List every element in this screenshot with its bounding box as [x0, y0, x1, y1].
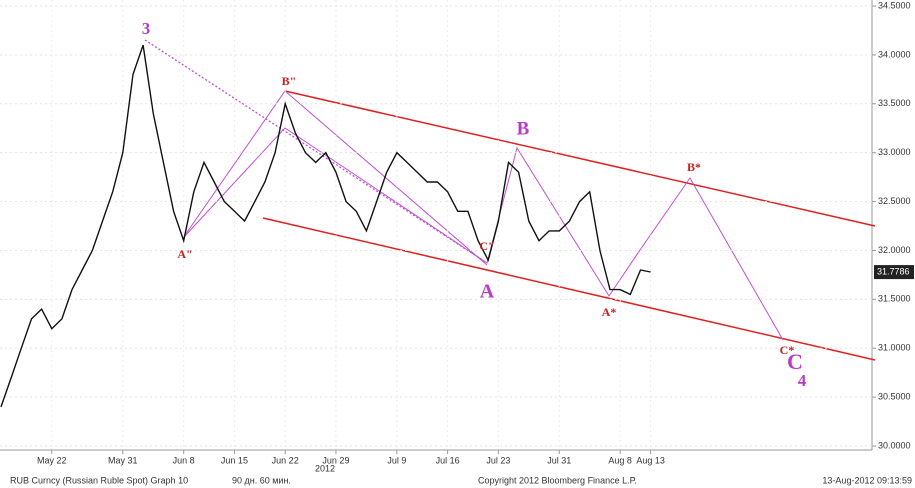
x-tick-label: Jun 8	[173, 455, 195, 465]
x-tick-label: Aug 8	[608, 455, 632, 465]
wave-label: 4	[798, 371, 807, 390]
wave-line	[182, 127, 784, 341]
x-tick-label: May 22	[37, 455, 67, 465]
x-tick-label: Jun 29	[322, 455, 349, 465]
x-tick-label: Jun 15	[221, 455, 248, 465]
x-tick-label: Jul 23	[486, 455, 510, 465]
wave-dotted	[144, 39, 488, 264]
wave-label: A*	[602, 305, 617, 319]
y-tick-label: 34.5000	[878, 0, 911, 10]
wave-label: B	[517, 118, 530, 139]
y-tick-label: 33.0000	[878, 147, 911, 157]
y-tick-label: 31.0000	[878, 343, 911, 353]
footer-period: 90 дн. 60 мин.	[232, 475, 291, 485]
y-tick-label: 30.5000	[878, 391, 911, 401]
wave-label: A	[480, 281, 495, 303]
footer-timestamp: 13-Aug-2012 09:13:59	[822, 475, 912, 485]
y-tick-label: 30.0000	[878, 440, 911, 450]
x-tick-label: Jun 22	[272, 455, 299, 465]
wave-label: 3	[142, 19, 151, 38]
x-tick-label: Aug 13	[636, 455, 665, 465]
x-tick-label: Jul 9	[387, 455, 406, 465]
x-tick-label: Jul 16	[436, 455, 460, 465]
x-tick-label: Jul 31	[547, 455, 571, 465]
wave-label: A"	[177, 247, 192, 261]
wave-label: C"	[479, 239, 494, 253]
last-price-label: 31.7786	[877, 266, 910, 276]
footer-security: RUB Curncy (Russian Ruble Spot) Graph 10	[10, 475, 188, 485]
x-tick-label: May 31	[108, 455, 138, 465]
y-tick-label: 33.5000	[878, 98, 911, 108]
y-tick-label: 34.0000	[878, 49, 911, 59]
channel-lower	[262, 217, 876, 361]
footer-copyright: Copyright 2012 Bloomberg Finance L.P.	[478, 475, 637, 485]
y-tick-label: 32.5000	[878, 196, 911, 206]
wave-label: B*	[687, 160, 701, 174]
plot-area	[0, 0, 872, 450]
wave-label: C*	[780, 343, 795, 357]
wave-label: C	[787, 349, 803, 374]
channel-upper	[284, 90, 876, 227]
y-tick-label: 32.0000	[878, 245, 911, 255]
last-price-box	[874, 265, 914, 280]
y-tick-label: 31.5000	[878, 294, 911, 304]
wave-label: B"	[282, 74, 297, 88]
x-year-label: 2012	[315, 463, 335, 473]
price-line	[0, 44, 651, 408]
